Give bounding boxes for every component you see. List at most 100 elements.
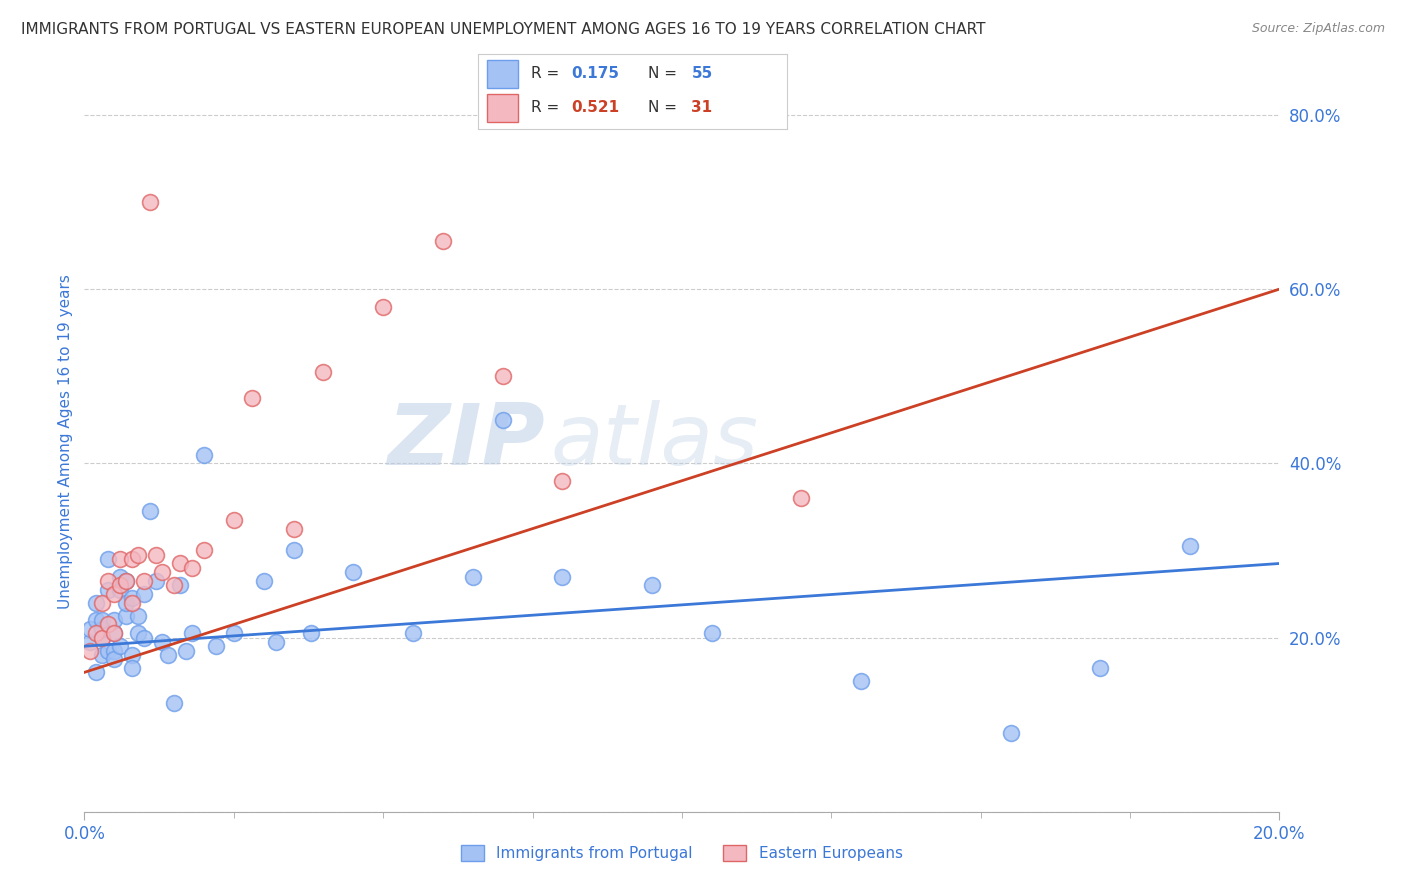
Point bbox=[110, 639, 132, 653]
Point bbox=[91, 631, 114, 645]
Point bbox=[402, 626, 425, 640]
Point bbox=[91, 613, 114, 627]
Legend: Immigrants from Portugal, Eastern Europeans: Immigrants from Portugal, Eastern Europe… bbox=[456, 838, 908, 867]
Text: ZIP: ZIP bbox=[387, 400, 544, 483]
Point bbox=[551, 569, 574, 583]
Point bbox=[312, 365, 335, 379]
Point bbox=[132, 631, 156, 645]
Point bbox=[127, 548, 149, 562]
Point bbox=[110, 569, 132, 583]
Point bbox=[103, 613, 125, 627]
Point bbox=[121, 552, 143, 566]
Point bbox=[86, 596, 108, 610]
Point bbox=[103, 643, 125, 657]
Point bbox=[115, 608, 138, 623]
Point bbox=[91, 631, 114, 645]
Point bbox=[127, 608, 149, 623]
Point bbox=[461, 569, 484, 583]
Point bbox=[145, 574, 167, 588]
Point bbox=[240, 391, 263, 405]
Point bbox=[1000, 726, 1022, 740]
Point bbox=[86, 665, 108, 680]
Point bbox=[222, 513, 245, 527]
Text: 0.175: 0.175 bbox=[571, 66, 619, 81]
Point bbox=[551, 474, 574, 488]
Point bbox=[145, 548, 167, 562]
Point bbox=[1090, 661, 1112, 675]
Text: N =: N = bbox=[648, 66, 682, 81]
Point bbox=[253, 574, 276, 588]
Point bbox=[97, 582, 120, 597]
Point bbox=[139, 504, 162, 518]
Point bbox=[150, 565, 173, 579]
Point bbox=[169, 578, 191, 592]
Point bbox=[1178, 539, 1201, 553]
Point bbox=[115, 574, 138, 588]
Point bbox=[97, 643, 120, 657]
Text: 31: 31 bbox=[692, 100, 713, 115]
Point bbox=[169, 557, 191, 571]
Point bbox=[115, 574, 138, 588]
Point bbox=[432, 234, 454, 248]
Point bbox=[132, 574, 156, 588]
Point bbox=[181, 626, 204, 640]
Point bbox=[641, 578, 664, 592]
Point bbox=[283, 522, 305, 536]
Bar bbox=[488, 60, 519, 87]
Point bbox=[97, 574, 120, 588]
Text: R =: R = bbox=[530, 66, 564, 81]
Point bbox=[103, 652, 125, 666]
Point bbox=[790, 491, 813, 505]
Point bbox=[174, 643, 197, 657]
Point bbox=[121, 661, 143, 675]
Point bbox=[79, 643, 101, 657]
Point bbox=[492, 369, 515, 384]
Point bbox=[91, 622, 114, 636]
Point bbox=[110, 552, 132, 566]
Point bbox=[110, 578, 132, 592]
Bar bbox=[488, 94, 519, 122]
Point bbox=[150, 635, 173, 649]
Text: N =: N = bbox=[648, 100, 682, 115]
Point bbox=[103, 626, 125, 640]
Point bbox=[193, 448, 215, 462]
Point bbox=[86, 613, 108, 627]
Point bbox=[205, 639, 228, 653]
Point bbox=[163, 578, 186, 592]
Point bbox=[163, 696, 186, 710]
Point bbox=[139, 194, 162, 209]
Point bbox=[301, 626, 323, 640]
Point bbox=[103, 587, 125, 601]
Point bbox=[115, 596, 138, 610]
Point bbox=[342, 565, 364, 579]
Point bbox=[492, 413, 515, 427]
Point bbox=[222, 626, 245, 640]
Point bbox=[264, 635, 287, 649]
Point bbox=[283, 543, 305, 558]
Point bbox=[97, 552, 120, 566]
Point bbox=[193, 543, 215, 558]
Point bbox=[79, 622, 101, 636]
Point bbox=[91, 596, 114, 610]
Point bbox=[79, 635, 101, 649]
Point bbox=[121, 648, 143, 662]
Point bbox=[700, 626, 723, 640]
Point bbox=[157, 648, 180, 662]
Point bbox=[373, 300, 395, 314]
Y-axis label: Unemployment Among Ages 16 to 19 years: Unemployment Among Ages 16 to 19 years bbox=[58, 274, 73, 609]
Text: IMMIGRANTS FROM PORTUGAL VS EASTERN EUROPEAN UNEMPLOYMENT AMONG AGES 16 TO 19 YE: IMMIGRANTS FROM PORTUGAL VS EASTERN EURO… bbox=[21, 22, 986, 37]
Point bbox=[91, 648, 114, 662]
Point bbox=[121, 591, 143, 606]
Point bbox=[851, 674, 873, 689]
Point bbox=[110, 582, 132, 597]
Point bbox=[86, 626, 108, 640]
Text: R =: R = bbox=[530, 100, 564, 115]
Point bbox=[181, 561, 204, 575]
Point bbox=[132, 587, 156, 601]
Text: 0.521: 0.521 bbox=[571, 100, 619, 115]
Point bbox=[127, 626, 149, 640]
Point bbox=[103, 626, 125, 640]
Text: Source: ZipAtlas.com: Source: ZipAtlas.com bbox=[1251, 22, 1385, 36]
Point bbox=[121, 596, 143, 610]
Text: atlas: atlas bbox=[551, 400, 758, 483]
